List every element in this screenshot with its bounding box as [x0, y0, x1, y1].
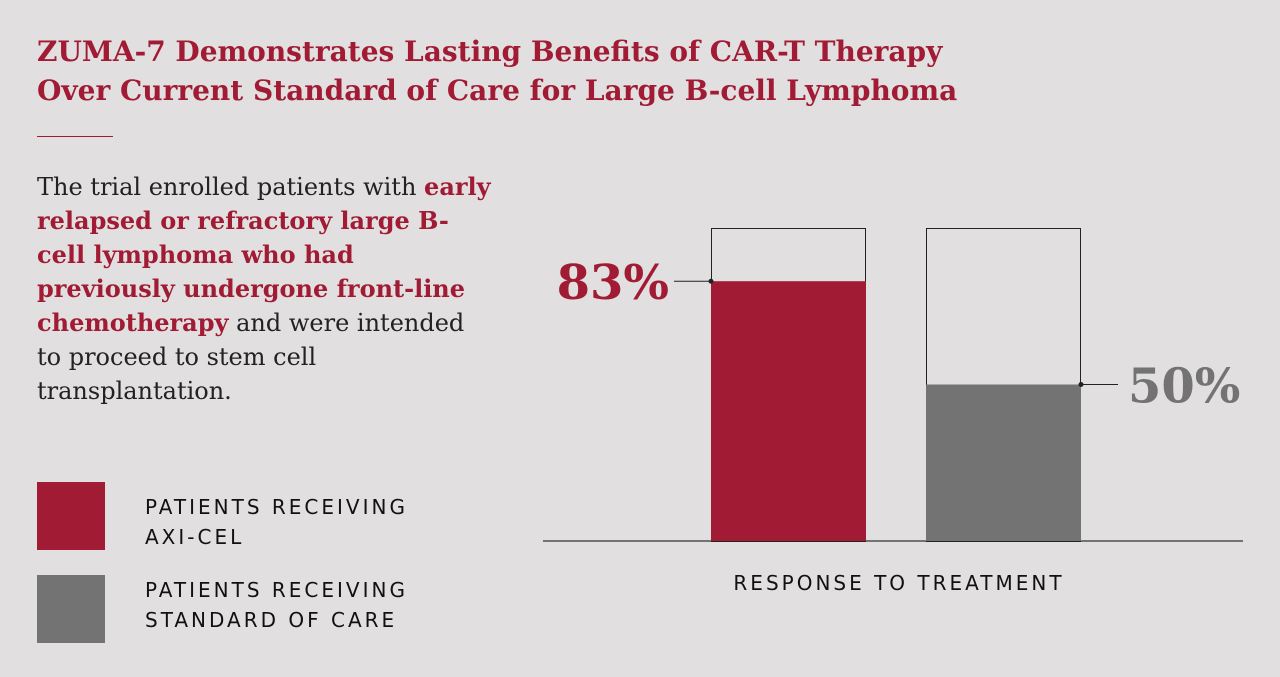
data-label: 50% [1128, 359, 1240, 415]
data-label-dot [1078, 382, 1084, 387]
title-divider [37, 136, 113, 137]
chart-title: ZUMA-7 Demonstrates Lasting Benefits of … [37, 32, 1217, 110]
bar [711, 281, 866, 541]
intro-tail: and were intended to proceed to stem cel… [37, 309, 465, 405]
legend-label-standard-of-care: PATIENTS RECEIVING STANDARD OF CARE [145, 575, 475, 635]
legend-label-standard-of-care-line2: STANDARD OF CARE [145, 608, 398, 632]
title-line-2: Over Current Standard of Care for Large … [37, 74, 958, 107]
data-label: 83% [557, 255, 669, 311]
x-axis-label: RESPONSE TO TREATMENT [733, 571, 1064, 595]
intro-highlight: early relapsed or refractory large B-cel… [37, 172, 491, 337]
title-line-1: ZUMA-7 Demonstrates Lasting Benefits of … [37, 35, 943, 68]
intro-lead: The trial enrolled patients with [37, 173, 417, 201]
legend-swatch-axi-cel [37, 482, 105, 550]
legend-label-standard-of-care-line1: PATIENTS RECEIVING [145, 578, 408, 602]
bar [926, 384, 1081, 541]
legend-swatch-standard-of-care [37, 575, 105, 643]
legend-label-axi-cel-line1: PATIENTS RECEIVING [145, 495, 408, 519]
legend-label-axi-cel: PATIENTS RECEIVING AXI-CEL [145, 492, 475, 552]
legend-label-axi-cel-line2: AXI-CEL [145, 525, 245, 549]
intro-paragraph: The trial enrolled patients with early r… [37, 170, 492, 408]
data-label-dot [708, 278, 714, 284]
